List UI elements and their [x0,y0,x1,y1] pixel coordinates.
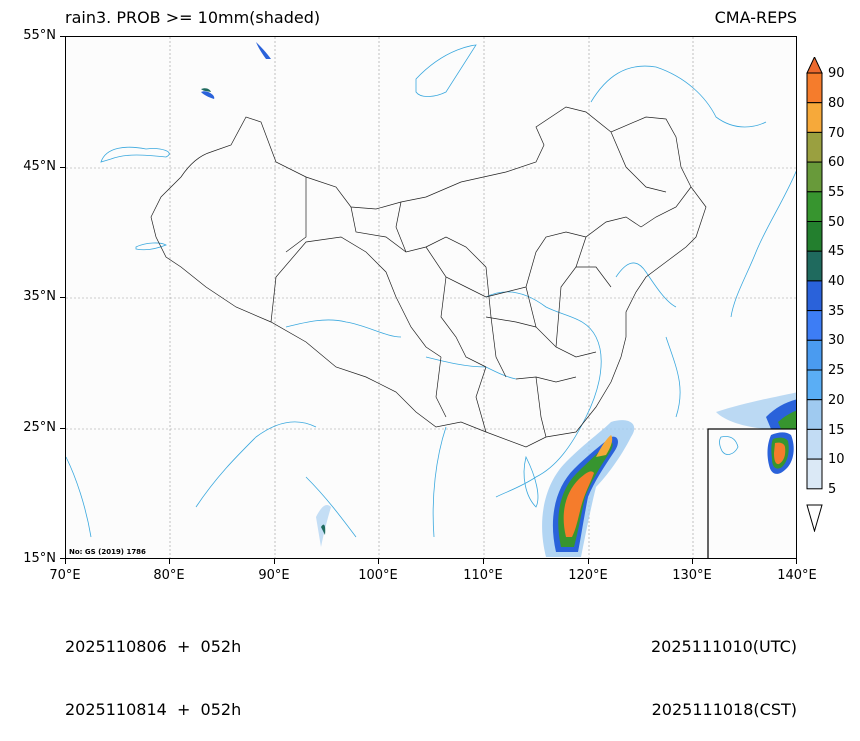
colorbar-label-90: 90 [828,66,845,81]
init-time-cst: 2025110814 + 052h [65,700,242,719]
colorbar-label-10: 10 [828,452,845,467]
colorbar-label-80: 80 [828,96,845,111]
valid-time-cst: 2025111018(CST) [651,700,797,719]
x-tick-140e: 140°E [777,568,817,583]
y-tickmark [60,297,65,298]
valid-time-block: 2025111010(UTC) 2025111018(CST) [651,594,797,741]
map-plot-area [65,36,797,559]
x-tick-120e: 120°E [568,568,608,583]
y-tick-25n: 25°N [23,420,56,435]
gridlines [66,37,796,558]
y-tick-35n: 35°N [23,289,56,304]
y-tick-45n: 45°N [23,159,56,174]
precip-shading [201,42,796,557]
x-tickmark [169,559,170,564]
colorbar-label-40: 40 [828,274,845,289]
x-tick-100e: 100°E [358,568,398,583]
colorbar-label-70: 70 [828,126,845,141]
south-china-sea-inset [707,428,796,558]
y-tick-15n: 15°N [23,551,56,566]
x-tick-70e: 70°E [49,568,81,583]
x-tickmark [378,559,379,564]
y-tickmark [60,428,65,429]
y-tickmark [60,558,65,559]
model-name: CMA-REPS [714,8,797,27]
y-tick-55n: 55°N [23,28,56,43]
x-tick-90e: 90°E [258,568,290,583]
colorbar [806,57,823,532]
colorbar-label-15: 15 [828,423,845,438]
map-approval-number: No: GS (2019) 1786 [69,548,146,556]
x-tickmark [796,559,797,564]
colorbar-label-45: 45 [828,244,845,259]
colorbar-label-60: 60 [828,155,845,170]
x-tickmark [483,559,484,564]
colorbar-label-5: 5 [828,482,837,497]
colorbar-label-35: 35 [828,304,845,319]
colorbar-label-25: 25 [828,363,845,378]
x-tick-130e: 130°E [672,568,712,583]
x-tick-110e: 110°E [463,568,503,583]
admin-boundaries [150,106,707,448]
rivers-coastlines [66,44,796,538]
chart-title: rain3. PROB >= 10mm(shaded) [65,8,321,27]
colorbar-label-50: 50 [828,215,845,230]
init-time-block: 2025110806 + 052h 2025110814 + 052h [65,594,241,741]
x-tickmark [692,559,693,564]
map-canvas [66,37,796,558]
colorbar-label-55: 55 [828,185,845,200]
x-tickmark [65,559,66,564]
colorbar-label-20: 20 [828,393,845,408]
y-tickmark [60,36,65,37]
x-tickmark [588,559,589,564]
x-tick-80e: 80°E [153,568,185,583]
colorbar-label-30: 30 [828,333,845,348]
y-tickmark [60,167,65,168]
x-tickmark [274,559,275,564]
